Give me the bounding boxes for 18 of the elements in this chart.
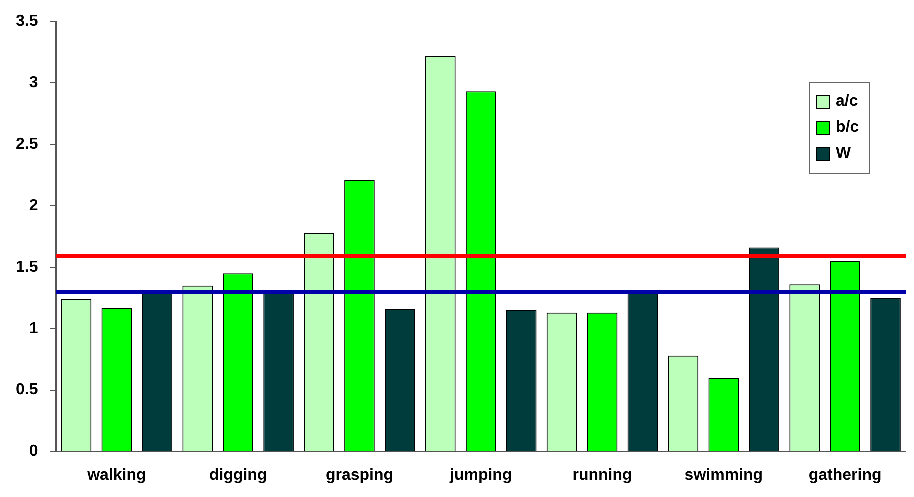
y-tick-label: 0 xyxy=(29,443,38,460)
x-tick-label: grasping xyxy=(326,466,394,484)
x-tick-label: jumping xyxy=(449,466,512,484)
y-tick-label: 0.5 xyxy=(16,382,38,399)
y-tick-label: 3.5 xyxy=(16,13,38,30)
x-tick-label: gathering xyxy=(808,466,882,484)
x-tick-label: digging xyxy=(209,466,268,484)
legend-label: a/c xyxy=(836,92,858,112)
x-tick-label: running xyxy=(572,466,632,484)
x-tick-label: swimming xyxy=(684,466,764,484)
legend-label: W xyxy=(836,144,852,164)
y-tick-label: 1 xyxy=(29,320,38,338)
y-tick-label: 3 xyxy=(29,74,38,92)
x-tick-label: walking xyxy=(86,466,146,484)
y-tick-label: 1.5 xyxy=(16,258,38,276)
y-tick-label: 2.5 xyxy=(16,136,38,153)
legend-label: b/c xyxy=(836,118,860,138)
y-tick-label: 2 xyxy=(29,197,38,214)
